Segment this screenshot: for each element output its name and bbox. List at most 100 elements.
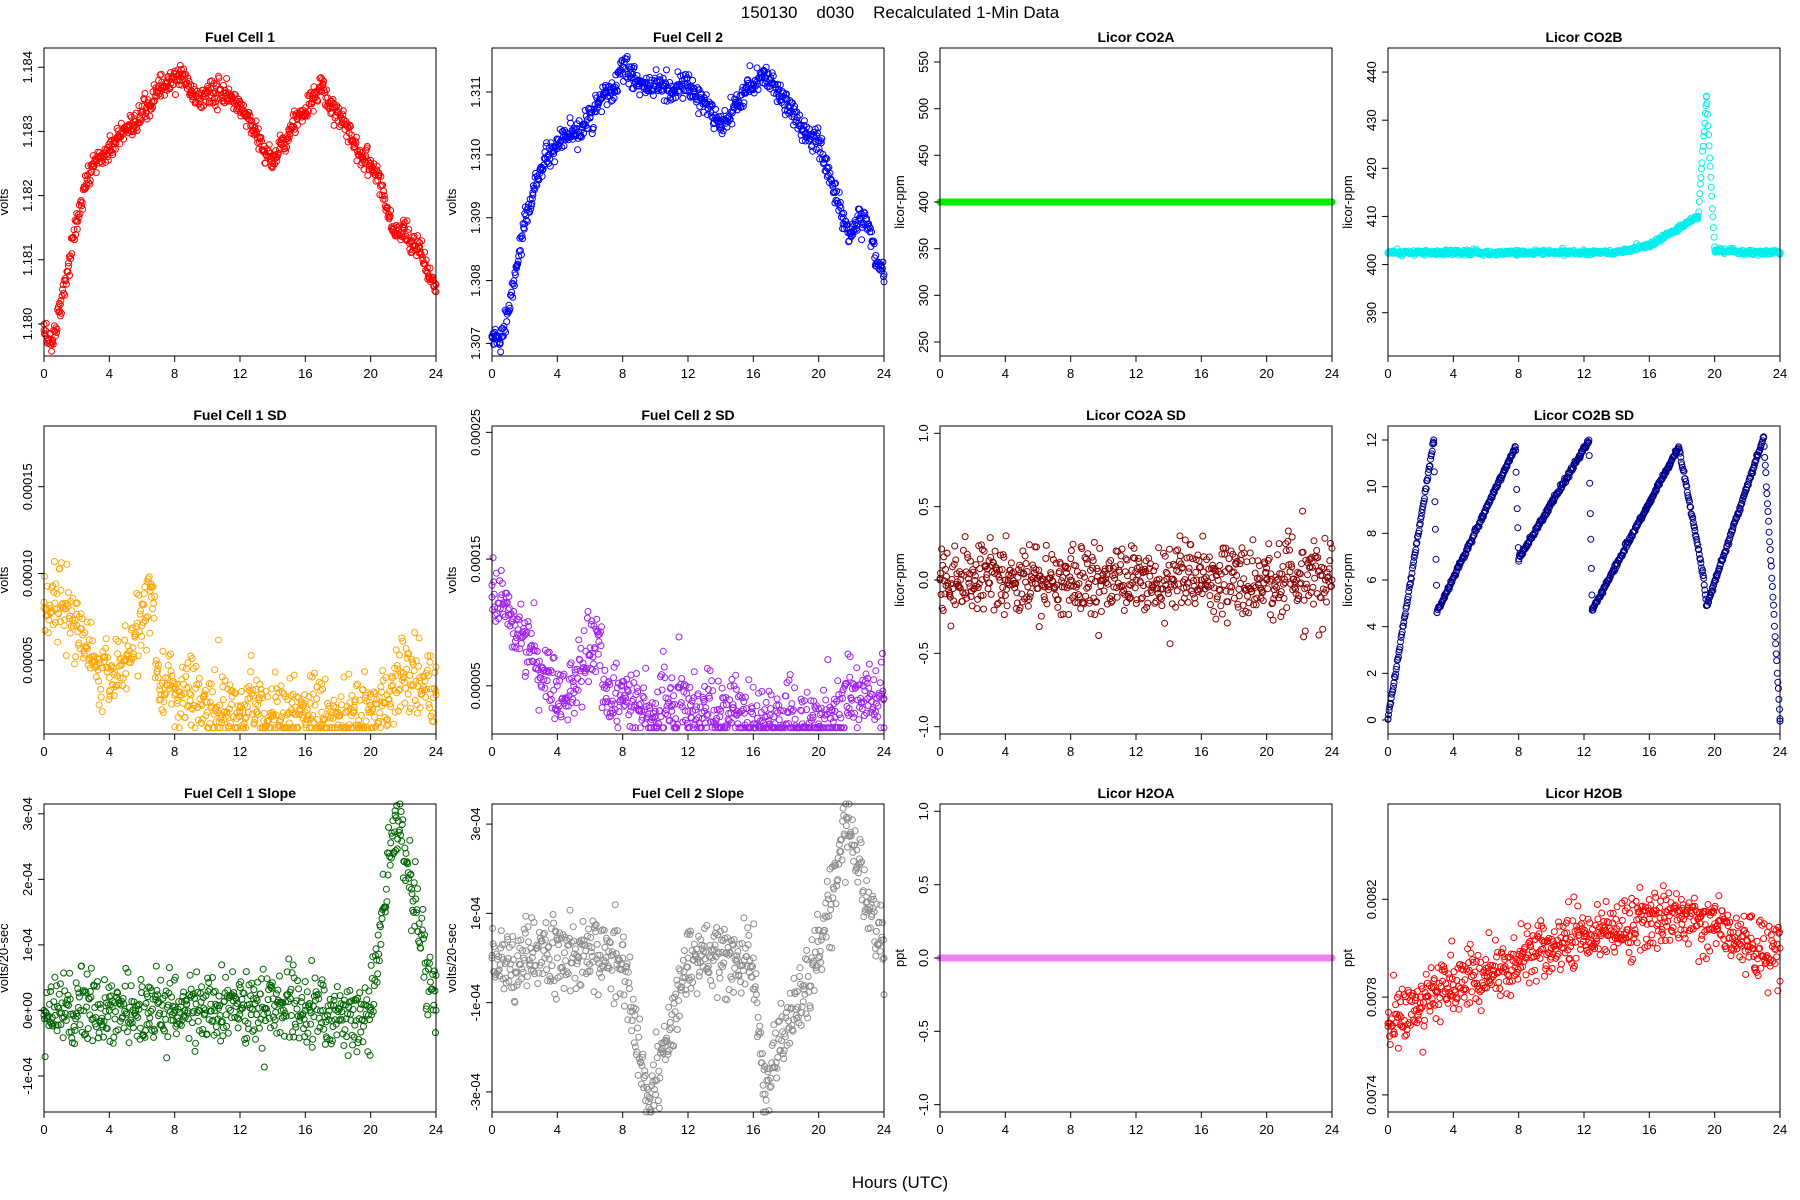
- data-point: [509, 280, 517, 288]
- data-point: [303, 112, 311, 120]
- data-point: [758, 74, 766, 82]
- data-point: [589, 124, 597, 131]
- data-point: [304, 107, 312, 115]
- data-point: [858, 236, 866, 244]
- data-point: [498, 333, 506, 341]
- data-point: [749, 82, 757, 90]
- x-tick-label: 4: [106, 366, 113, 381]
- data-point: [750, 89, 758, 97]
- data-point: [195, 95, 203, 103]
- data-point: [184, 74, 192, 82]
- data-point: [257, 133, 265, 141]
- data-point: [546, 162, 554, 170]
- data-point: [682, 70, 689, 78]
- data-point: [509, 293, 517, 301]
- data-point: [367, 160, 375, 167]
- data-point: [774, 88, 782, 96]
- data-point: [73, 217, 81, 225]
- data-point: [844, 221, 851, 229]
- data-point: [659, 74, 667, 82]
- data-point: [503, 318, 511, 326]
- data-point: [213, 80, 221, 88]
- x-tick-label: 8: [1515, 366, 1522, 381]
- data-point: [562, 132, 569, 140]
- y-tick-label: 440: [1364, 61, 1379, 83]
- y-tick-label: 0.00005: [468, 662, 483, 709]
- data-point: [277, 140, 285, 148]
- data-point: [220, 89, 228, 97]
- data-point: [163, 83, 170, 90]
- data-point: [421, 248, 429, 256]
- data-point: [200, 102, 208, 110]
- data-point: [56, 301, 64, 309]
- data-point: [514, 257, 522, 265]
- data-point: [418, 237, 426, 245]
- data-point: [70, 226, 78, 234]
- data-point: [655, 76, 663, 84]
- data-point: [570, 125, 578, 133]
- data-point: [265, 141, 273, 149]
- y-tick-label: 250: [916, 331, 931, 353]
- y-tick-label: 550: [916, 51, 931, 73]
- data-point: [51, 327, 59, 335]
- data-point: [318, 76, 326, 84]
- data-point: [53, 329, 60, 336]
- x-tick-label: 16: [298, 366, 312, 381]
- y-tick-label: 400: [916, 191, 931, 213]
- data-point: [520, 225, 528, 233]
- data-point: [135, 119, 143, 127]
- data-point: [211, 102, 219, 110]
- data-point: [75, 213, 83, 221]
- data-point: [326, 102, 334, 110]
- y-axis-label: volts: [444, 188, 459, 215]
- y-tick-label: 0.00015: [468, 536, 483, 583]
- data-point: [391, 230, 399, 238]
- data-point: [419, 256, 427, 264]
- data-point: [798, 126, 806, 134]
- data-point: [609, 96, 616, 104]
- data-point: [733, 91, 741, 99]
- data-point: [700, 94, 708, 102]
- data-point: [815, 138, 823, 146]
- data-point: [56, 308, 64, 315]
- data-point: [517, 233, 525, 241]
- x-tick-label: 24: [1773, 366, 1787, 381]
- x-tick-label: 16: [746, 366, 760, 381]
- data-point: [496, 339, 504, 347]
- data-point: [822, 154, 830, 162]
- data-point: [133, 127, 141, 135]
- data-point: [685, 71, 693, 79]
- data-point: [171, 91, 179, 99]
- data-point: [105, 147, 113, 155]
- data-point: [625, 80, 633, 88]
- data-point: [128, 131, 136, 139]
- data-point: [814, 129, 821, 137]
- data-point: [86, 177, 94, 184]
- panel-title: Fuel Cell 2 SD: [641, 407, 734, 423]
- data-point: [741, 88, 749, 96]
- data-point: [383, 204, 391, 212]
- x-tick-label: 8: [171, 366, 178, 381]
- data-point: [360, 165, 368, 173]
- data-point: [179, 70, 187, 78]
- data-point: [782, 90, 790, 98]
- data-point: [574, 146, 582, 154]
- data-point: [81, 185, 89, 193]
- data-point: [89, 160, 97, 167]
- data-point: [79, 205, 87, 213]
- data-point: [294, 121, 301, 129]
- data-point: [392, 221, 400, 229]
- data-point: [135, 102, 143, 110]
- x-tick-label: 0: [488, 366, 495, 381]
- x-axis: 0 4 8 12 16 20 24: [40, 356, 443, 381]
- x-tick-label: 16: [1642, 366, 1656, 381]
- data-point: [146, 102, 154, 110]
- y-tick-label: 1.308: [468, 264, 483, 297]
- data-point: [269, 160, 277, 167]
- data-point: [126, 111, 134, 119]
- data-point: [611, 88, 618, 96]
- data-point: [513, 264, 520, 272]
- data-point: [709, 113, 716, 121]
- data-point: [198, 104, 206, 112]
